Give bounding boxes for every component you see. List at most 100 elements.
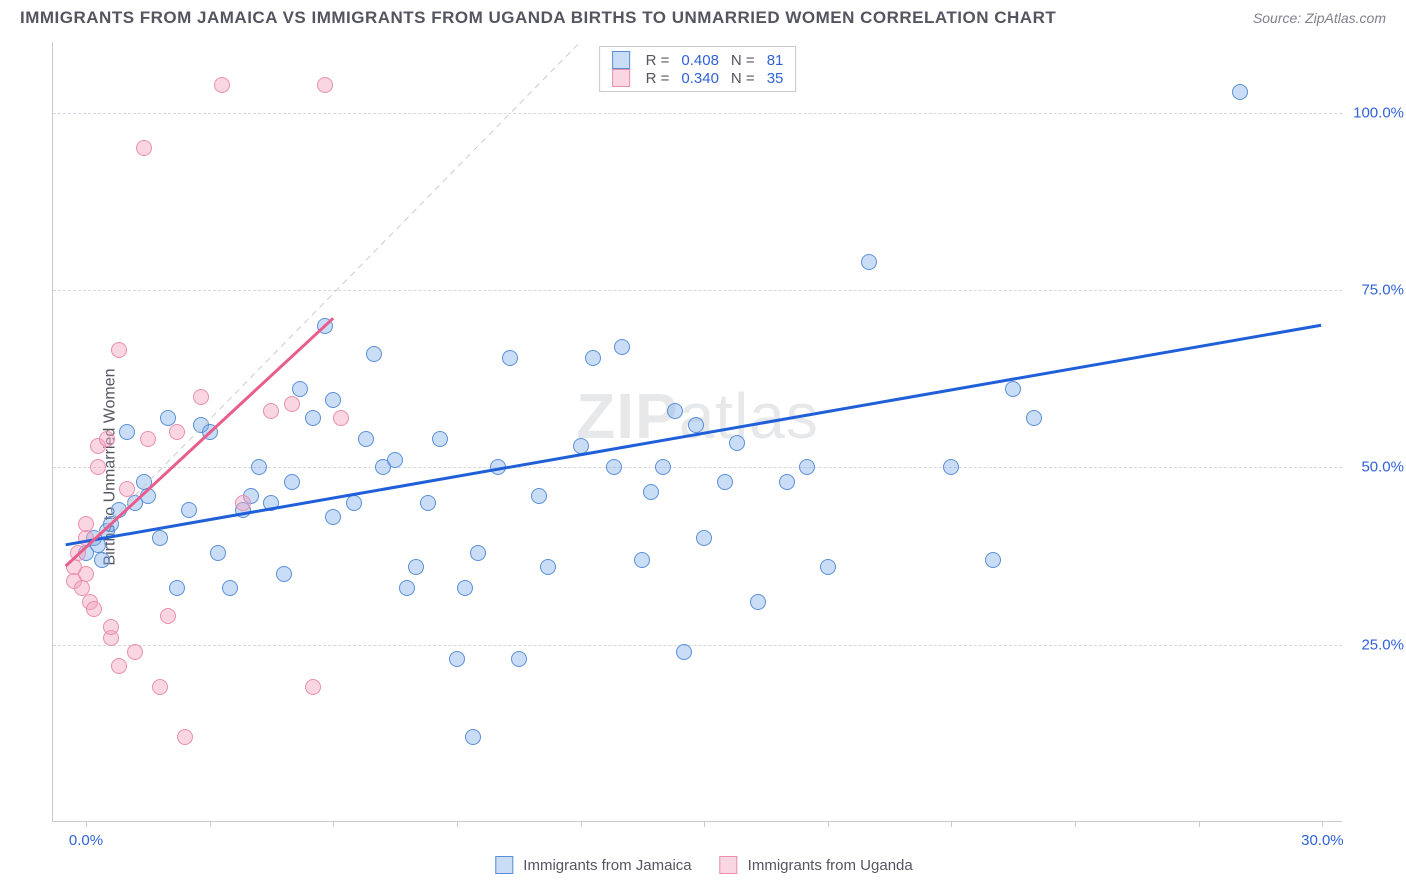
data-point-jamaica [465,729,481,745]
data-point-jamaica [490,459,506,475]
gridline [53,290,1342,291]
data-point-jamaica [470,545,486,561]
y-tick-label: 50.0% [1361,459,1404,476]
x-tick [1075,821,1076,827]
chart-title: IMMIGRANTS FROM JAMAICA VS IMMIGRANTS FR… [20,8,1056,28]
plot-area: ZIPatlas R = 0.408 N = 81 R = 0.340 N = … [52,42,1342,822]
data-point-uganda [86,601,102,617]
data-point-jamaica [531,488,547,504]
data-point-jamaica [985,552,1001,568]
data-point-jamaica [408,559,424,575]
stats-row-jamaica: R = 0.408 N = 81 [612,51,784,69]
x-tick [210,821,211,827]
data-point-uganda [136,140,152,156]
data-point-jamaica [676,644,692,660]
y-tick-label: 25.0% [1361,636,1404,653]
y-tick-label: 75.0% [1361,282,1404,299]
data-point-jamaica [111,502,127,518]
x-tick [1322,821,1323,827]
data-point-jamaica [717,474,733,490]
y-tick-label: 100.0% [1353,104,1404,121]
data-point-jamaica [251,459,267,475]
data-point-jamaica [655,459,671,475]
x-tick [581,821,582,827]
x-tick [1199,821,1200,827]
x-tick [333,821,334,827]
data-point-jamaica [94,552,110,568]
data-point-jamaica [799,459,815,475]
data-point-jamaica [169,580,185,596]
legend-label: Immigrants from Uganda [748,857,913,874]
data-point-uganda [140,431,156,447]
data-point-uganda [119,481,135,497]
legend-label: Immigrants from Jamaica [523,857,691,874]
data-point-uganda [333,410,349,426]
x-tick [951,821,952,827]
data-point-jamaica [181,502,197,518]
data-point-uganda [317,77,333,93]
data-point-uganda [78,566,94,582]
data-point-jamaica [634,552,650,568]
data-point-jamaica [325,509,341,525]
data-point-jamaica [729,435,745,451]
data-point-uganda [284,396,300,412]
source-label: Source: ZipAtlas.com [1253,10,1386,26]
watermark: ZIPatlas [576,379,819,453]
series-legend: Immigrants from Jamaica Immigrants from … [495,856,912,874]
data-point-jamaica [346,495,362,511]
data-point-jamaica [606,459,622,475]
data-point-jamaica [263,495,279,511]
data-point-uganda [177,729,193,745]
data-point-jamaica [585,350,601,366]
x-tick [704,821,705,827]
stats-legend: R = 0.408 N = 81 R = 0.340 N = 35 [599,46,797,92]
data-point-uganda [235,495,251,511]
data-point-jamaica [688,417,704,433]
data-point-jamaica [358,431,374,447]
data-point-jamaica [140,488,156,504]
data-point-jamaica [387,452,403,468]
data-point-jamaica [292,381,308,397]
data-point-jamaica [103,516,119,532]
swatch-uganda [612,69,630,87]
data-point-jamaica [667,403,683,419]
data-point-jamaica [119,424,135,440]
data-point-uganda [127,644,143,660]
data-point-jamaica [573,438,589,454]
data-point-uganda [263,403,279,419]
data-point-uganda [160,608,176,624]
data-point-uganda [78,530,94,546]
data-point-jamaica [820,559,836,575]
data-point-uganda [99,431,115,447]
data-point-uganda [152,679,168,695]
data-point-jamaica [696,530,712,546]
data-point-uganda [193,389,209,405]
data-point-jamaica [152,530,168,546]
x-tick [828,821,829,827]
data-point-jamaica [399,580,415,596]
data-point-jamaica [614,339,630,355]
x-tick-label: 30.0% [1301,832,1344,849]
data-point-jamaica [511,651,527,667]
data-point-uganda [78,516,94,532]
scatter-chart: Births to Unmarried Women ZIPatlas R = 0… [22,42,1386,892]
data-point-uganda [169,424,185,440]
data-point-uganda [111,342,127,358]
swatch-jamaica [495,856,513,874]
data-point-jamaica [325,392,341,408]
data-point-uganda [70,545,86,561]
data-point-jamaica [202,424,218,440]
x-tick [457,821,458,827]
data-point-jamaica [540,559,556,575]
data-point-uganda [103,619,119,635]
x-tick [86,821,87,827]
swatch-uganda [720,856,738,874]
data-point-jamaica [861,254,877,270]
data-point-jamaica [1005,381,1021,397]
data-point-jamaica [502,350,518,366]
data-point-jamaica [284,474,300,490]
data-point-uganda [305,679,321,695]
swatch-jamaica [612,51,630,69]
legend-item-jamaica: Immigrants from Jamaica [495,856,691,874]
data-point-jamaica [276,566,292,582]
